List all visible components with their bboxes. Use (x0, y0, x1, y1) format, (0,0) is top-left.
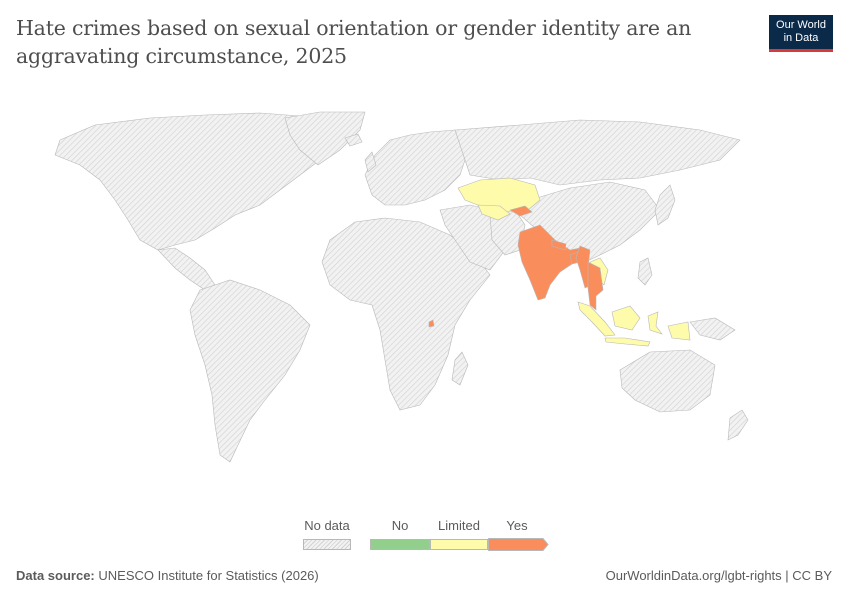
no-data-countries (54, 111, 749, 463)
legend-limited-label: Limited (438, 518, 480, 533)
legend-no-data-swatch (303, 539, 351, 550)
country-uzbekistan (477, 204, 511, 221)
country-central-america (157, 247, 216, 291)
chart-title: Hate crimes based on sexual orientation … (16, 16, 692, 68)
country-north-america (54, 112, 346, 251)
legend-no-label: No (391, 518, 409, 533)
country-uk (364, 151, 377, 173)
source-label: Data source: (16, 568, 95, 583)
country-philippines (637, 257, 653, 286)
country-south-america (189, 279, 311, 463)
legend-yes-label: Yes (506, 518, 528, 533)
legend-yes-swatch (488, 538, 549, 551)
country-kazakhstan (457, 177, 541, 213)
source-text: UNESCO Institute for Statistics (2026) (98, 568, 319, 583)
country-papua-new-guinea (689, 317, 736, 341)
limited-countries (457, 177, 691, 347)
country-indonesia-borneo (611, 305, 641, 331)
country-africa (321, 217, 491, 411)
country-europe (364, 129, 471, 206)
country-indonesia-java (604, 337, 651, 347)
footer-url[interactable]: OurWorldinData.org/lgbt-rights | CC BY (605, 568, 832, 583)
country-russia (454, 119, 741, 186)
legend: No data No Limited Yes (0, 512, 850, 562)
yes-countries (428, 205, 604, 328)
map-svg (54, 111, 749, 463)
legend-no-swatch (370, 539, 430, 550)
country-indonesia-sumatra (577, 301, 616, 337)
country-japan (654, 184, 676, 226)
country-indonesia-papua (667, 321, 691, 341)
country-indonesia-sulawesi (647, 311, 663, 335)
world-map[interactable] (0, 90, 850, 490)
country-nepal (551, 239, 567, 251)
logo-line-2: in Data (783, 32, 819, 44)
country-new-zealand (727, 409, 749, 441)
legend-limited-swatch (430, 539, 488, 550)
country-rwanda (428, 319, 435, 328)
country-madagascar (451, 351, 469, 386)
footer-source: Data source: UNESCO Institute for Statis… (16, 568, 319, 583)
logo-line-1: Our World (776, 19, 826, 31)
legend-no-data-label: No data (304, 518, 350, 533)
country-thailand (587, 261, 604, 311)
country-greenland (284, 111, 366, 166)
country-kyrgyzstan (509, 205, 533, 217)
owid-logo[interactable]: Our World in Data (769, 15, 833, 52)
country-australia (619, 349, 716, 413)
country-iceland (344, 133, 363, 147)
